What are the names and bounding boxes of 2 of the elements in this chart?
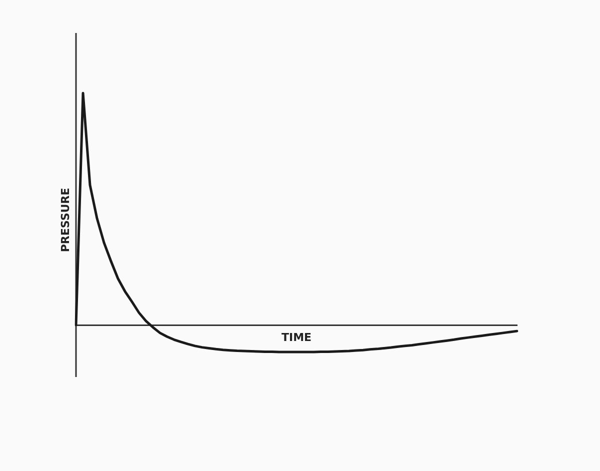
x-axis-title: TIME bbox=[281, 330, 312, 344]
y-axis-title: PRESSURE bbox=[58, 188, 72, 252]
